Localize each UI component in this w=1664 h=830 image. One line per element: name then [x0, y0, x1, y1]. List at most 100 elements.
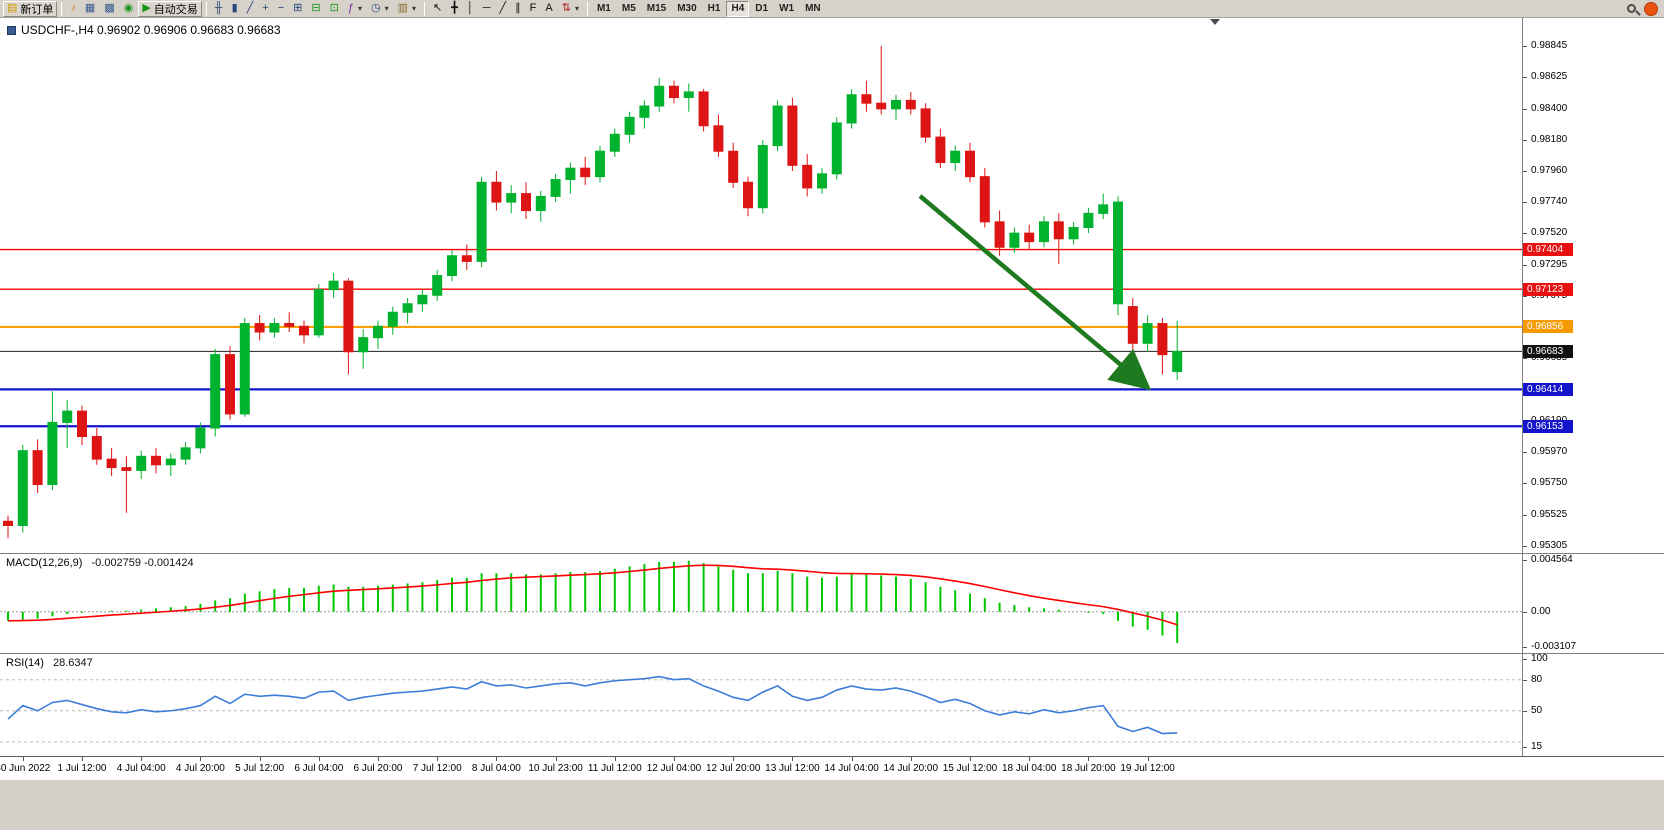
- vertical-line-button[interactable]: │: [463, 1, 478, 17]
- text-label-button[interactable]: A: [541, 1, 556, 17]
- candle-body: [609, 133, 620, 152]
- candle-body: [521, 193, 531, 212]
- timeframe-w1-button[interactable]: W1: [774, 1, 799, 17]
- pane-separator-rsi[interactable]: [0, 653, 1664, 654]
- axis-tick: [1523, 483, 1527, 485]
- trendline-button[interactable]: ╱: [496, 1, 511, 17]
- candle-body: [787, 105, 798, 166]
- candle-body: [1083, 212, 1094, 228]
- rsi-pane[interactable]: RSI(14) 28.6347: [0, 654, 1522, 756]
- zoom-in-button[interactable]: +: [258, 1, 272, 17]
- timeframe-m30-button[interactable]: M30: [672, 1, 701, 17]
- time-axis-tick: [1088, 757, 1090, 761]
- price-chart-plot[interactable]: [0, 18, 1522, 553]
- time-axis-tick: [318, 757, 320, 761]
- pane-separator-macd[interactable]: [0, 553, 1664, 554]
- timeframe-h1-button-label: H1: [707, 3, 721, 14]
- axis-tick-label: 0.97960: [1531, 165, 1568, 176]
- autotrading-play-icon: ▶: [142, 2, 151, 14]
- indicator-function-icon: ƒ: [347, 2, 354, 14]
- candlestick-type-button[interactable]: ▮: [228, 1, 242, 17]
- search-button[interactable]: [1623, 1, 1640, 17]
- zoom-out-button[interactable]: −: [274, 1, 288, 17]
- axis-tick: [1523, 747, 1527, 748]
- refresh-button[interactable]: ◉: [120, 1, 138, 17]
- line-chart-type-button[interactable]: ╱: [243, 1, 258, 17]
- timeframe-d1-button[interactable]: D1: [750, 1, 773, 17]
- candle-body: [1009, 232, 1020, 248]
- candle-body: [506, 193, 517, 203]
- price-pane[interactable]: USDCHF-,H4 0.96902 0.96906 0.96683 0.966…: [0, 18, 1522, 553]
- candle-body: [1127, 306, 1138, 344]
- notification-badge[interactable]: [1644, 1, 1658, 16]
- crosshair-button[interactable]: ╋: [447, 1, 462, 17]
- profiles-button[interactable]: ▩: [100, 1, 118, 17]
- dropdown-arrow-icon: ▾: [574, 4, 579, 13]
- price-badge-0.96856: 0.96856: [1523, 320, 1573, 334]
- periods-button[interactable]: ◷ ▾: [367, 1, 393, 17]
- templates-button[interactable]: ▥ ▾: [394, 1, 420, 17]
- time-axis-tick: [792, 757, 794, 761]
- time-axis-tick: [259, 757, 261, 761]
- candle-body: [180, 447, 191, 460]
- candle-body: [728, 150, 739, 183]
- axis-tick-label: 50: [1531, 704, 1543, 716]
- macd-signal-line: [7, 564, 1178, 626]
- chart-shift-marker[interactable]: [1210, 19, 1220, 25]
- timeframe-h1-button[interactable]: H1: [703, 1, 726, 17]
- autotrading-button[interactable]: ▶ 自动交易: [138, 0, 202, 17]
- tile-windows-button[interactable]: ⊞: [289, 1, 306, 17]
- vertical-line-icon: │: [466, 2, 474, 14]
- candlestick-icon: ▮: [231, 2, 238, 14]
- candle-body: [535, 195, 546, 212]
- horizontal-line-button[interactable]: ─: [479, 1, 495, 17]
- timeframe-m15-button[interactable]: M15: [642, 1, 671, 17]
- new-order-icon: ▤: [7, 2, 18, 14]
- main-toolbar: ▤ 新订单 ♪ ▦ ▩ ◉ ▶ 自动交易 ╫ ▮ ╱ + − ⊞ ⊟ ⊡ ƒ ▾ ◷ ▾ ▥ ▾ ↖ ╋ │ ─ ╱ ∥ F A ⇅ ▾ M1 M…: [0, 0, 1664, 18]
- axis-tick: [1523, 264, 1527, 266]
- axis-tick-label: -0.003107: [1531, 641, 1577, 652]
- timeframe-mn-button[interactable]: MN: [800, 1, 826, 17]
- macd-pane[interactable]: MACD(12,26,9) -0.002759 -0.001424: [0, 554, 1522, 653]
- axis-tick: [1523, 514, 1527, 516]
- time-axis-label: 4 Jul 20:00: [175, 763, 225, 774]
- macd-plot[interactable]: [0, 554, 1522, 653]
- axis-tick: [1523, 171, 1527, 172]
- candle-body: [3, 520, 13, 527]
- fibonacci-button[interactable]: F: [526, 1, 541, 17]
- new-chart-button[interactable]: ▦: [81, 1, 99, 17]
- candle-body: [210, 354, 221, 429]
- axis-tick: [1523, 202, 1527, 204]
- channel-button[interactable]: ∥: [511, 1, 525, 17]
- timeframe-m5-button[interactable]: M5: [617, 1, 641, 17]
- trend-arrow-annotation[interactable]: [918, 194, 1152, 391]
- candle-body: [905, 99, 916, 110]
- timeframe-h4-button[interactable]: H4: [726, 0, 750, 17]
- time-axis-label: 4 Jul 04:00: [116, 763, 166, 774]
- new-order-button[interactable]: ▤ 新订单: [3, 0, 58, 17]
- alerts-button[interactable]: ♪: [66, 1, 80, 17]
- indicators-button[interactable]: ƒ ▾: [344, 1, 366, 17]
- candle-body: [284, 323, 295, 327]
- time-axis-tick: [614, 757, 616, 761]
- axis-tick: [1523, 452, 1527, 454]
- bar-chart-type-button[interactable]: ╫: [211, 1, 227, 17]
- cascade-windows-button[interactable]: ⊡: [326, 1, 343, 17]
- candle-body: [639, 105, 650, 118]
- time-axis-tick: [22, 757, 24, 761]
- candle-body: [299, 325, 309, 336]
- timeframe-m1-button[interactable]: M1: [592, 1, 616, 17]
- arrows-icon: ⇅: [561, 2, 571, 14]
- time-axis[interactable]: 30 Jun 2022 1 Jul 12:00 4 Jul 04:00 4 Jul 2…: [0, 756, 1664, 779]
- price-axis[interactable]: 0.98845 0.98625 0.98400 0.98180 0.97960 0.977…: [1522, 18, 1664, 756]
- cursor-button[interactable]: ↖: [429, 1, 446, 17]
- rsi-plot[interactable]: [0, 654, 1522, 756]
- axis-tick: [1523, 46, 1527, 47]
- candle-body: [565, 167, 576, 180]
- candle-body: [950, 150, 961, 164]
- axis-tick: [1523, 710, 1527, 712]
- arrows-tool-button[interactable]: ⇅ ▾: [558, 1, 583, 17]
- arrange-windows-button[interactable]: ⊟: [307, 1, 324, 17]
- time-axis-label: 6 Jul 20:00: [353, 763, 403, 774]
- candle-body: [417, 294, 428, 305]
